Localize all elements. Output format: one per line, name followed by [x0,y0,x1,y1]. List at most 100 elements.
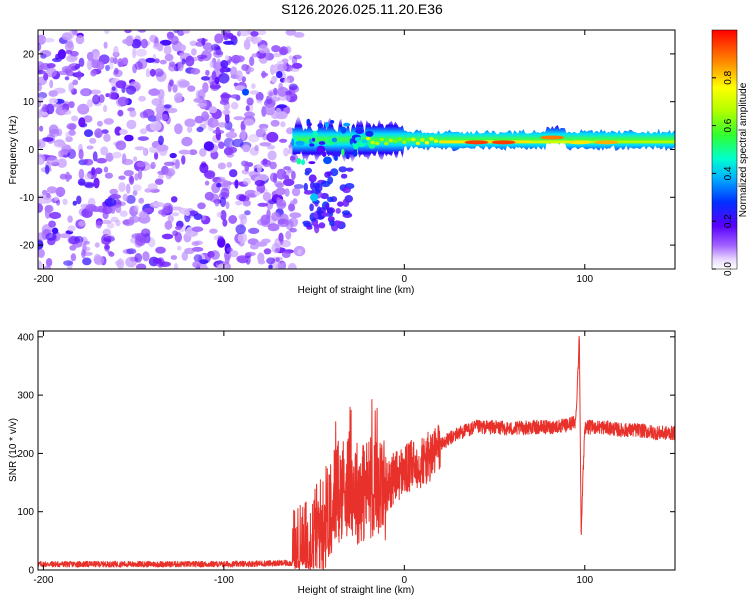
noise-blob [139,128,148,135]
x-tick-label: -200 [33,575,53,586]
noise-blob [129,109,137,118]
noise-blob [64,41,75,53]
noise-blob [104,172,113,179]
noise-blob [266,131,279,143]
noise-blob [38,139,46,149]
noise-blob [80,88,92,97]
sideband-blob [326,207,334,214]
noise-blob [219,99,229,105]
noise-blob [197,89,206,100]
y-tick-label: 100 [17,507,34,518]
noise-blob [92,94,101,105]
noise-blob [266,257,276,265]
noise-blob [61,144,72,154]
noise-blob [188,210,199,216]
noise-blob [184,118,196,128]
noise-blob [174,123,183,135]
noise-blob [233,116,245,121]
x-tick-label: 100 [576,274,593,285]
noise-blob [82,257,92,266]
noise-blob [154,58,160,64]
noise-blob [38,42,42,52]
colorbar-scale [711,29,738,270]
noise-blob [281,58,289,63]
noise-blob [216,211,222,218]
carrier-blob [308,161,316,165]
spectrogram-x-label: Height of straight line (km) [298,285,415,296]
noise-blob [182,30,190,34]
carrier-blob [345,153,350,160]
noise-blob [219,196,227,208]
carrier-blob [332,151,341,157]
sideband-blob [309,203,314,212]
noise-blob [224,254,230,265]
noise-blob [159,59,167,65]
noise-blob [251,53,260,58]
noise-blob [38,70,46,75]
noise-blob [38,92,48,99]
noise-blob [59,233,70,239]
noise-blob [154,178,164,185]
noise-blob [170,255,178,260]
sideband-blob [324,203,330,210]
noise-blob [42,137,54,142]
noise-blob [257,259,266,265]
noise-blob [135,235,147,246]
noise-blob [117,109,124,117]
carrier-blob [365,130,374,137]
noise-blob [68,129,76,136]
noise-blob [154,68,164,77]
carrier-blob [343,122,351,127]
noise-blob [216,182,222,188]
noise-blob [76,195,82,205]
noise-blob [241,76,246,83]
noise-blob [98,94,105,103]
carrier-core [424,140,430,145]
noise-blob [205,69,210,76]
noise-blob [256,99,263,104]
carrier-band [292,116,675,163]
carrier-blob [324,121,329,128]
noise-blob [168,63,177,72]
noise-blob [190,68,201,75]
noise-blob [121,158,134,166]
noise-blob [222,109,231,115]
carrier-blob [318,141,326,145]
noise-blob [287,262,297,269]
noise-blob [181,58,186,65]
chart-title: S126.2026.025.11.20.E36 [281,1,443,17]
noise-blob [255,241,268,247]
noise-blob [134,146,145,151]
noise-blob [66,174,73,180]
noise-blob [199,148,207,157]
x-tick-label: -100 [214,575,234,586]
carrier-core [429,137,434,141]
noise-blob [132,190,138,196]
carrier-core [411,137,416,142]
carrier-blob [306,118,311,125]
noise-blob [68,236,81,245]
noise-blob [250,31,259,37]
noise-blob [96,61,105,71]
noise-blob [102,206,113,215]
noise-blob [91,167,96,176]
noise-blob [57,158,67,169]
noise-blob [174,159,180,170]
noise-blob [268,264,273,269]
noise-blob [226,247,233,253]
sideband-blob [329,220,336,227]
noise-blob [89,137,97,144]
noise-blob [104,198,117,207]
noise-blob [96,120,103,127]
noise-blob [45,164,50,175]
noise-blob [159,113,169,121]
noise-blob [83,115,93,123]
noise-blob [192,261,201,268]
carrier-core [375,141,380,146]
noise-blob [193,254,203,263]
noise-blob [236,70,243,82]
noise-blob [155,246,166,254]
noise-blob [273,87,278,96]
noise-blob [78,168,85,180]
